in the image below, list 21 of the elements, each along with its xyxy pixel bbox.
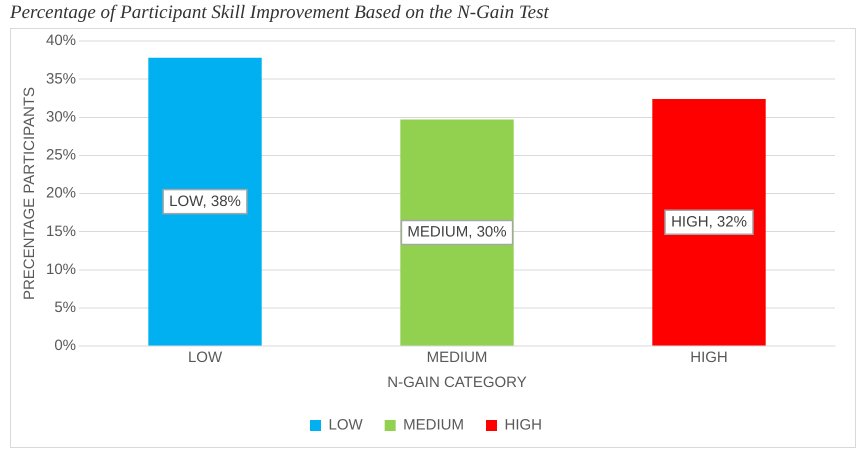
y-tick-label: 20% <box>46 184 76 202</box>
legend-label: LOW <box>328 416 364 434</box>
x-tick-label: HIGH <box>690 349 728 366</box>
data-label: MEDIUM, 30% <box>407 224 507 241</box>
x-tick-label: MEDIUM <box>426 349 488 366</box>
y-tick-label: 10% <box>46 260 76 278</box>
chart-title: Percentage of Participant Skill Improvement Based on the N-Gain Test <box>9 1 550 25</box>
legend-label: MEDIUM <box>403 416 464 434</box>
data-label: LOW, 38% <box>169 192 241 210</box>
data-label: HIGH, 32% <box>671 213 747 230</box>
y-tick-label: 35% <box>46 70 76 88</box>
y-tick-label: 25% <box>46 146 76 164</box>
y-tick-label: 5% <box>54 299 76 316</box>
y-tick-label: 15% <box>46 222 76 240</box>
y-tick-label: 30% <box>46 108 76 126</box>
y-axis-title: PRECENTAGE PARTICIPANTS <box>21 86 38 300</box>
y-tick-label: 40% <box>46 32 76 50</box>
y-tick-label: 0% <box>54 337 76 354</box>
x-tick-label: LOW <box>188 349 223 366</box>
x-axis-title: N-GAIN CATEGORY <box>387 374 527 392</box>
legend-label: HIGH <box>504 416 542 434</box>
